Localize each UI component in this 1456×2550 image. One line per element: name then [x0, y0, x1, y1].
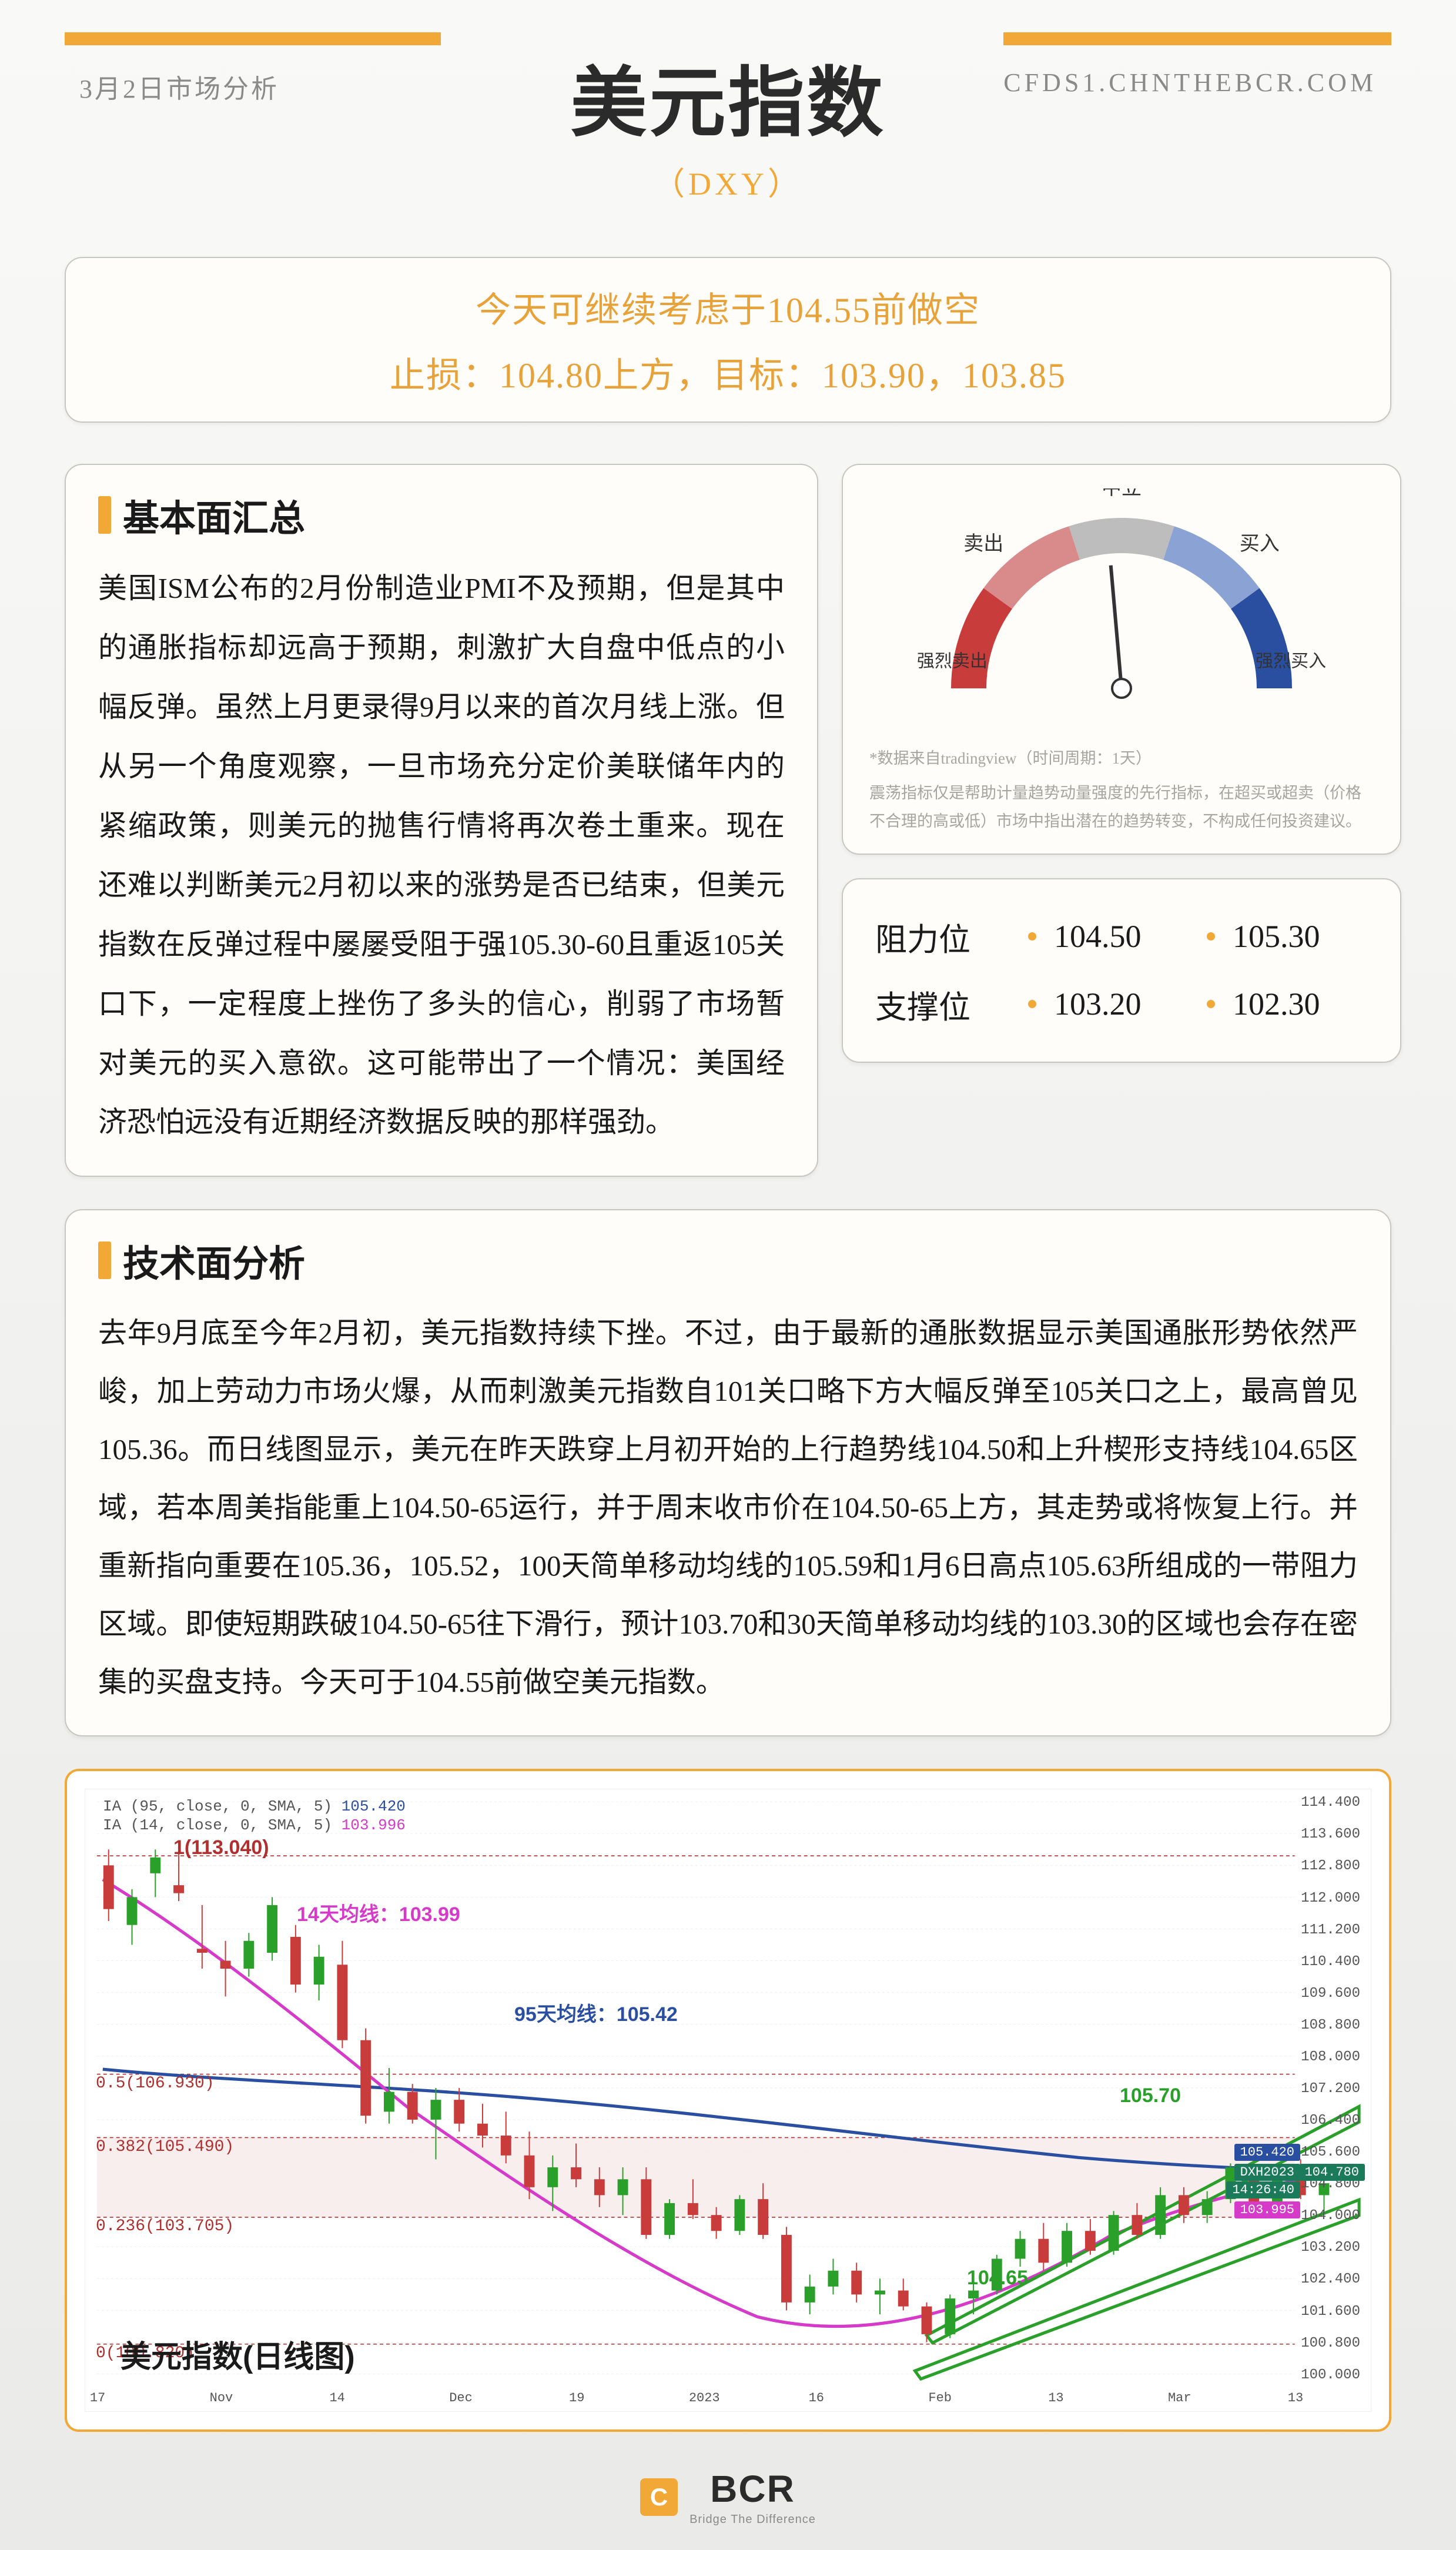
- footer-tagline: Bridge The Difference: [689, 2513, 816, 2526]
- header-url: CFDS1.CHNTHEBCR.COM: [1003, 68, 1377, 98]
- y-axis-label: 104.000: [1301, 2208, 1360, 2224]
- page-subtitle: （DXY）: [0, 158, 1456, 204]
- y-axis-label: 113.600: [1301, 1826, 1360, 1842]
- x-axis-label: 14: [329, 2391, 344, 2405]
- strategy-card: 今天可继续考虑于104.55前做空 止损：104.80上方，目标：103.90，…: [65, 257, 1391, 423]
- gauge-note2: 震荡指标仅是帮助计量趋势动量强度的先行指标，在超买或超卖（价格不合理的高或低）市…: [869, 779, 1374, 836]
- chart-legend-ma95: IA (95, close, 0, SMA, 5) 105.420: [103, 1798, 406, 1815]
- bullet-icon: [1028, 932, 1036, 941]
- fib-level-label: 0.236(103.705): [96, 2217, 234, 2236]
- accent-bar-icon: [98, 1241, 111, 1279]
- support-row: 支撑位 103.20 102.30: [875, 971, 1368, 1038]
- footer-brand: BCR: [689, 2467, 816, 2511]
- price-ribbon-label: 104.780: [1299, 2164, 1365, 2181]
- y-axis-label: 108.000: [1301, 2049, 1360, 2065]
- header: 3月2日市场分析 CFDS1.CHNTHEBCR.COM 美元指数 （DXY）: [0, 0, 1456, 204]
- chart-anno-wedge-top: 105.70: [1120, 2084, 1181, 2107]
- col-gauge-levels: 强烈卖出 卖出 中立买入强烈买入 *数据来自tradingview（时间周期：1天）…: [842, 464, 1401, 1177]
- bullet-icon: [1028, 1000, 1036, 1008]
- strategy-line2: 止损：104.80上方，目标：103.90，103.85: [98, 347, 1358, 398]
- x-axis-label: Nov: [210, 2391, 233, 2405]
- chart-anno-ma14: 14天均线：103.99: [297, 1898, 460, 1927]
- gauge-chart: 强烈卖出 卖出 中立买入强烈买入: [869, 486, 1374, 738]
- fib-level-label: 0.5(106.930): [96, 2074, 215, 2093]
- x-axis-label: Mar: [1168, 2391, 1191, 2405]
- fundamentals-title-row: 基本面汇总: [98, 488, 785, 541]
- header-accent-right: [1003, 32, 1391, 45]
- price-chart: 114.400 113.600 112.800 112.000 111.200 110.4…: [85, 1789, 1371, 2412]
- chart-anno-wedge-bot: 104.65: [967, 2267, 1028, 2290]
- y-axis-label: 109.600: [1301, 1986, 1360, 2002]
- y-axis-label: 100.000: [1301, 2367, 1360, 2383]
- support-v1: 103.20: [1054, 986, 1189, 1022]
- y-axis-label: 102.400: [1301, 2271, 1360, 2287]
- fundamentals-title: 基本面汇总: [123, 488, 305, 541]
- y-axis-label: 108.800: [1301, 2017, 1360, 2033]
- bullet-icon: [1207, 932, 1215, 941]
- levels-card: 阻力位 104.50 105.30 支撑位 103.20 102.30: [842, 878, 1401, 1063]
- price-ribbon-label: 105.420: [1234, 2144, 1300, 2161]
- y-axis-label: 112.000: [1301, 1890, 1360, 1906]
- y-axis-label: 110.400: [1301, 1954, 1360, 1970]
- technical-card: 技术面分析 去年9月底至今年2月初，美元指数持续下挫。不过，由于最新的通胀数据显…: [65, 1209, 1391, 1736]
- support-label: 支撑位: [875, 981, 1010, 1028]
- chart-legend-ma14: IA (14, close, 0, SMA, 5) 103.996: [103, 1816, 406, 1834]
- technical-body: 去年9月底至今年2月初，美元指数持续下挫。不过，由于最新的通胀数据显示美国通胀形…: [98, 1304, 1358, 1712]
- x-axis-label: 17: [90, 2391, 105, 2405]
- content: 今天可继续考虑于104.55前做空 止损：104.80上方，目标：103.90，…: [0, 204, 1456, 2432]
- y-axis-label: 105.600: [1301, 2144, 1360, 2160]
- footer: C BCR Bridge The Difference: [0, 2432, 1456, 2550]
- resistance-label: 阻力位: [875, 913, 1010, 960]
- svg-text:买入: 买入: [1240, 533, 1280, 555]
- col-fundamentals: 基本面汇总 美国ISM公布的2月份制造业PMI不及预期，但是其中的通胀指标却远高…: [65, 464, 818, 1177]
- x-axis-label: Dec: [449, 2391, 473, 2405]
- accent-bar-icon: [98, 496, 111, 534]
- chart-card: 114.400 113.600 112.800 112.000 111.200 110.4…: [65, 1769, 1391, 2432]
- svg-text:中立: 中立: [1102, 488, 1142, 499]
- resistance-v1: 104.50: [1054, 918, 1189, 955]
- x-axis-label: 13: [1288, 2391, 1303, 2405]
- svg-text:卖出: 卖出: [963, 533, 1003, 555]
- footer-brand-wrap: BCR Bridge The Difference: [689, 2467, 816, 2526]
- fundamentals-card: 基本面汇总 美国ISM公布的2月份制造业PMI不及预期，但是其中的通胀指标却远高…: [65, 464, 818, 1177]
- chart-anno-level1: 1(113.040): [173, 1836, 269, 1859]
- fib-level-label: 0.382(105.490): [96, 2138, 234, 2156]
- price-ribbon-label: DXH2023: [1234, 2164, 1300, 2181]
- resistance-v2: 105.30: [1233, 918, 1368, 955]
- gauge-card: 强烈卖出 卖出 中立买入强烈买入 *数据来自tradingview（时间周期：1天）…: [842, 464, 1401, 855]
- y-axis-label: 106.400: [1301, 2113, 1360, 2129]
- logo-icon: C: [640, 2478, 678, 2516]
- row-fundamentals-gauge: 基本面汇总 美国ISM公布的2月份制造业PMI不及预期，但是其中的通胀指标却远高…: [65, 464, 1391, 1177]
- chart-anno-ma95: 95天均线：105.42: [514, 1998, 678, 2027]
- svg-text:强烈买入: 强烈买入: [1256, 651, 1326, 671]
- y-axis-label: 103.200: [1301, 2240, 1360, 2255]
- svg-text:强烈卖出: 强烈卖出: [917, 651, 988, 671]
- support-v2: 102.30: [1233, 986, 1368, 1022]
- page-root: 3月2日市场分析 CFDS1.CHNTHEBCR.COM 美元指数 （DXY） …: [0, 0, 1456, 2550]
- price-ribbon-label: 103.995: [1234, 2201, 1300, 2218]
- header-accent-left: [65, 32, 441, 45]
- x-axis-label: 2023: [689, 2391, 720, 2405]
- x-axis-label: 16: [809, 2391, 824, 2405]
- technical-title-row: 技术面分析: [98, 1234, 1358, 1287]
- price-ribbon-label: 14:26:40: [1226, 2181, 1300, 2198]
- x-axis-label: 19: [569, 2391, 584, 2405]
- technical-title: 技术面分析: [123, 1234, 305, 1287]
- bullet-icon: [1207, 1000, 1215, 1008]
- x-axis-label: Feb: [928, 2391, 952, 2405]
- y-axis-label: 112.800: [1301, 1858, 1360, 1874]
- y-axis-label: 111.200: [1301, 1922, 1360, 1938]
- header-date: 3月2日市场分析: [79, 68, 279, 105]
- fundamentals-body: 美国ISM公布的2月份制造业PMI不及预期，但是其中的通胀指标却远高于预期，刺激…: [98, 559, 785, 1152]
- y-axis-label: 107.200: [1301, 2081, 1360, 2097]
- y-axis-label: 101.600: [1301, 2304, 1360, 2320]
- chart-title: 美元指数(日线图): [121, 2332, 355, 2376]
- footer-logo: C BCR Bridge The Difference: [640, 2467, 816, 2526]
- x-axis-label: 13: [1048, 2391, 1063, 2405]
- resistance-row: 阻力位 104.50 105.30: [875, 903, 1368, 971]
- y-axis-label: 100.800: [1301, 2335, 1360, 2351]
- y-axis-label: 114.400: [1301, 1795, 1360, 1811]
- strategy-line1: 今天可继续考虑于104.55前做空: [98, 282, 1358, 333]
- gauge-note1: *数据来自tradingview（时间周期：1天）: [869, 744, 1374, 773]
